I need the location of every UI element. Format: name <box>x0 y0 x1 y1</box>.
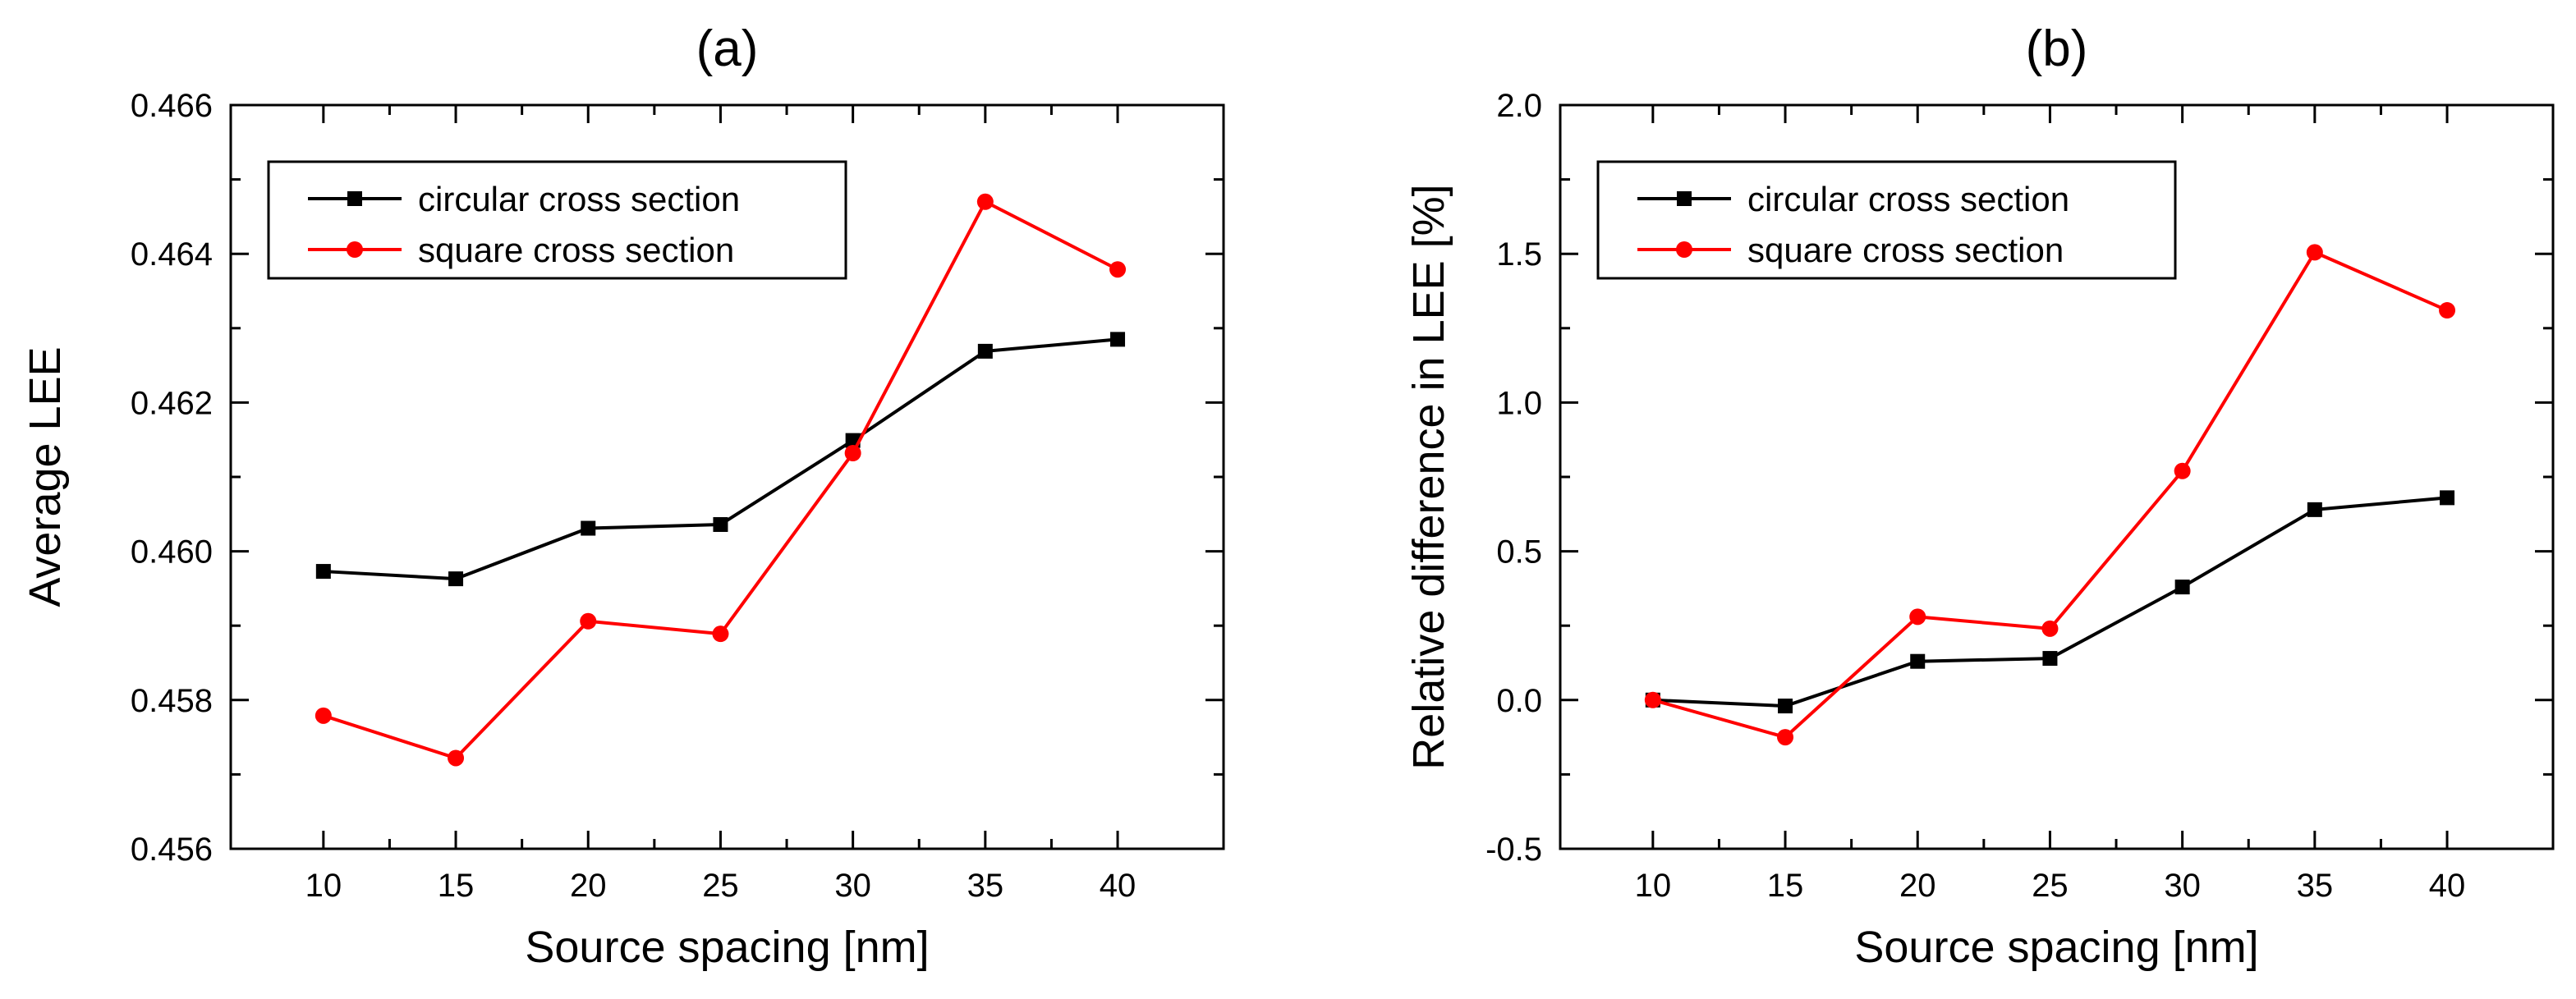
x-tick-label: 10 <box>1635 868 1672 904</box>
data-point <box>1109 261 1127 278</box>
y-tick-label: -0.5 <box>1485 832 1542 868</box>
y-tick-label: 1.5 <box>1496 236 1542 273</box>
data-point <box>1777 729 1794 746</box>
y-tick-label: 0.0 <box>1496 683 1542 719</box>
x-tick-label: 25 <box>702 868 739 904</box>
data-point <box>2174 462 2191 479</box>
x-tick-label: 30 <box>2164 868 2201 904</box>
chart-panel-b: 10 15 20 25 30 35 40 -0.5 0.0 0.5 1.0 1.5 2.0 Source … <box>1404 21 2555 972</box>
series-line <box>323 337 1118 581</box>
data-point <box>712 626 729 643</box>
series-line <box>1652 496 2448 708</box>
legend-box <box>1596 160 2177 280</box>
data-point <box>844 445 861 462</box>
y-tick-label: 1.0 <box>1496 385 1542 421</box>
legend-marker <box>347 241 363 258</box>
legend-marker <box>1677 191 1692 206</box>
y-axis-title: Average LEE <box>21 346 70 607</box>
series-line <box>323 199 1118 760</box>
y-tick-label: 0.466 <box>131 88 213 124</box>
y-axis-title: Relative difference in LEE [%] <box>1404 184 1453 769</box>
y-tick-label: 2.0 <box>1496 88 1542 124</box>
data-point <box>976 193 994 210</box>
legend: circular cross section square cross secti… <box>1596 160 2177 280</box>
data-point <box>580 612 597 630</box>
legend-box <box>267 160 847 280</box>
x-tick-label: 15 <box>1767 868 1804 904</box>
data-point <box>2307 502 2322 517</box>
data-point <box>977 343 993 359</box>
y-tick-label: 0.464 <box>131 236 213 273</box>
x-tick-label: 20 <box>570 868 607 904</box>
x-tick-label: 30 <box>834 868 871 904</box>
x-tick-label: 35 <box>967 868 1004 904</box>
data-point <box>1910 653 1926 669</box>
y-tick-label: 0.462 <box>131 385 213 421</box>
data-point <box>2042 651 2058 667</box>
legend-label: circular cross section <box>1747 180 2069 218</box>
data-point <box>2439 302 2456 319</box>
data-point <box>448 571 464 587</box>
panel-label: (a) <box>696 21 759 77</box>
data-point <box>1110 332 1126 347</box>
legend-label: square cross section <box>1747 231 2064 269</box>
data-point <box>2306 244 2323 261</box>
legend-marker <box>1676 241 1692 258</box>
x-axis-title: Source spacing [nm] <box>1854 923 2258 972</box>
data-point <box>2174 580 2190 595</box>
series-circular <box>315 332 1126 587</box>
data-point <box>713 516 728 532</box>
x-tick-label: 15 <box>438 868 475 904</box>
legend-label: circular cross section <box>418 180 740 218</box>
x-tick-label: 10 <box>305 868 342 904</box>
x-tick-label: 25 <box>2032 868 2069 904</box>
y-tick-label: 0.460 <box>131 534 213 571</box>
y-tick-label: 0.458 <box>131 683 213 719</box>
series-square <box>1644 244 2456 746</box>
legend-label: square cross section <box>418 231 734 269</box>
data-point <box>315 707 332 724</box>
data-point <box>448 749 465 767</box>
series-square <box>315 193 1127 767</box>
chart-panel-a: 10 15 20 25 30 35 40 0.456 0.458 0.460 0.462 0.464 0… <box>21 21 1225 972</box>
data-point <box>315 564 331 580</box>
legend: circular cross section square cross secti… <box>267 160 847 280</box>
legend-marker <box>347 191 362 206</box>
data-point <box>2041 620 2059 637</box>
panel-label: (b) <box>2026 21 2088 77</box>
data-point <box>1909 608 1926 626</box>
data-point <box>2440 490 2455 506</box>
series-circular <box>1645 490 2455 714</box>
data-point <box>1644 691 1661 708</box>
y-tick-label: 0.5 <box>1496 534 1542 571</box>
x-tick-label: 35 <box>2297 868 2334 904</box>
x-tick-label: 40 <box>1100 868 1136 904</box>
x-axis-title: Source spacing [nm] <box>525 923 929 972</box>
x-tick-label: 20 <box>1899 868 1936 904</box>
x-tick-label: 40 <box>2429 868 2466 904</box>
data-point <box>1778 699 1793 714</box>
y-tick-label: 0.456 <box>131 832 213 868</box>
data-point <box>581 520 596 536</box>
